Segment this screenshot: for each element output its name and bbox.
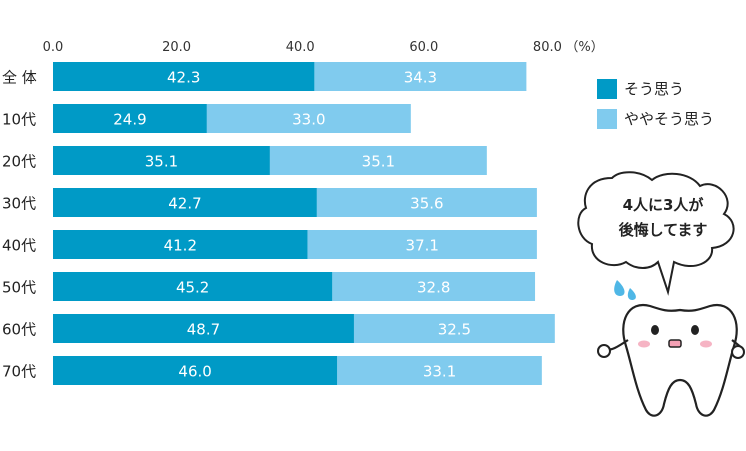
bar-segment-yayasouomou — [269, 146, 487, 175]
legend-swatch — [597, 109, 617, 129]
bar-segment-souomou — [53, 188, 317, 217]
bar-segment-yayasouomou — [332, 272, 536, 301]
data-label: 32.5 — [438, 321, 471, 339]
bars — [53, 62, 555, 385]
data-label: 35.6 — [410, 195, 443, 213]
bar-segment-yayasouomou — [307, 230, 537, 259]
x-axis-unit: （%） — [565, 40, 603, 55]
x-tick-label: 60.0 — [409, 40, 438, 55]
bar-segment-souomou — [53, 314, 354, 343]
category-labels: 全 体 10代 20代 30代 40代 50代 60代 70代 — [2, 69, 37, 381]
category-label: 20代 — [2, 153, 36, 171]
bar-segment-souomou — [53, 146, 270, 175]
x-tick-label: 40.0 — [286, 40, 315, 55]
speech-bubble-shape — [577, 171, 735, 296]
data-label: 35.1 — [362, 153, 395, 171]
data-label: 48.7 — [187, 321, 220, 339]
tooth-character-icon — [597, 280, 745, 417]
bubble-line-1: 4人に3人が — [623, 196, 705, 214]
category-label: 60代 — [2, 321, 36, 339]
data-label: 41.2 — [164, 237, 197, 255]
data-label: 45.2 — [176, 279, 209, 297]
category-label: 10代 — [2, 111, 36, 129]
legend-label: そう思う — [624, 80, 684, 98]
x-tick-label: 20.0 — [162, 40, 191, 55]
bar-segment-yayasouomou — [316, 188, 537, 217]
category-label: 70代 — [2, 363, 36, 381]
data-label: 46.0 — [178, 363, 211, 381]
data-label: 33.0 — [292, 111, 325, 129]
data-label: 35.1 — [145, 153, 178, 171]
bar-segment-souomou — [53, 104, 207, 133]
bar-segment-souomou — [53, 356, 338, 385]
bar-segment-souomou — [53, 230, 308, 259]
bar-segment-yayasouomou — [337, 356, 542, 385]
category-label: 30代 — [2, 195, 36, 213]
category-label: 50代 — [2, 279, 36, 297]
data-label: 34.3 — [404, 69, 437, 87]
data-label: 33.1 — [423, 363, 456, 381]
bar-segment-yayasouomou — [353, 314, 555, 343]
category-label: 全 体 — [2, 69, 37, 87]
data-label: 37.1 — [406, 237, 439, 255]
data-label: 42.7 — [168, 195, 201, 213]
data-label: 42.3 — [167, 69, 200, 87]
x-tick-label: 80.0 — [533, 40, 562, 55]
legend-swatch — [597, 79, 617, 99]
data-label: 32.8 — [417, 279, 450, 297]
bubble-line-2: 後悔してます — [618, 221, 708, 239]
speech-bubble: 4人に3人が 後悔してます — [577, 171, 735, 296]
bar-segment-souomou — [53, 62, 315, 91]
data-labels: 42.3 34.3 24.9 33.0 35.1 35.1 42.7 35.6 41.2 37.1… — [113, 69, 471, 381]
category-label: 40代 — [2, 237, 36, 255]
legend-label: ややそう思う — [624, 110, 714, 128]
x-tick-label: 0.0 — [43, 40, 64, 55]
bar-segment-souomou — [53, 272, 333, 301]
data-label: 24.9 — [113, 111, 146, 129]
x-axis-ticks: 0.0 20.0 40.0 60.0 80.0 （%） — [43, 40, 604, 55]
bar-segment-yayasouomou — [206, 104, 411, 133]
bar-segment-yayasouomou — [314, 62, 527, 91]
